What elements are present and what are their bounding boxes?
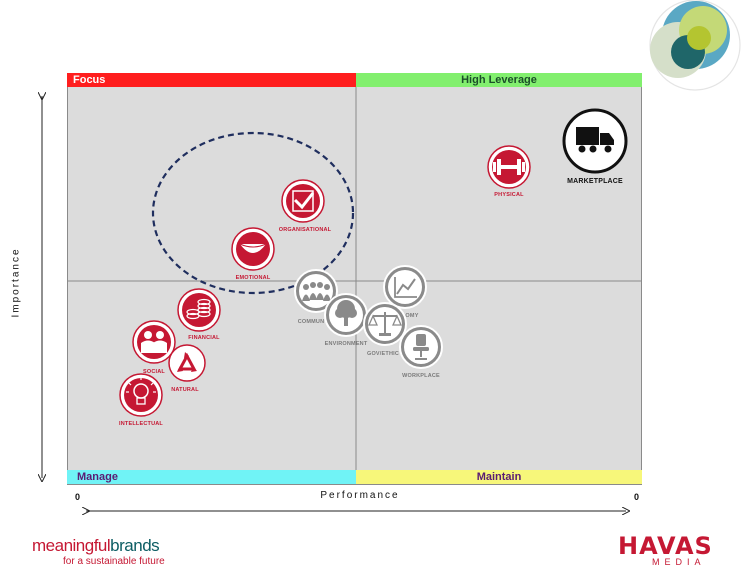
physical-dumbbell-icon xyxy=(487,145,531,189)
organisational-check-icon xyxy=(281,179,325,223)
havas-media-label: MEDIA xyxy=(652,557,706,567)
community-label: COMMUN xyxy=(297,319,325,325)
quadrant-focus-label: Focus xyxy=(67,73,356,87)
workplace-chair-icon xyxy=(399,325,443,369)
intellectual-lightbulb-icon xyxy=(119,373,163,417)
social-people-icon xyxy=(132,320,176,364)
social-label: SOCIAL xyxy=(143,369,165,375)
economy-chart-icon xyxy=(383,265,427,309)
economy-label: OMY xyxy=(405,313,419,319)
environment-tree-icon xyxy=(324,293,368,337)
quadrant-high-leverage-label: High Leverage xyxy=(356,73,642,87)
environment-label: ENVIRONMENT xyxy=(324,341,368,347)
brand-word-2: brands xyxy=(110,536,160,555)
financial-coins-icon xyxy=(177,288,221,332)
emotional-smile-icon xyxy=(231,227,275,271)
natural-recycle-icon xyxy=(168,344,206,382)
havas-logo: HAVAS xyxy=(618,532,713,560)
physical-label: PHYSICAL xyxy=(494,192,524,198)
financial-label: FINANCIAL xyxy=(188,335,220,341)
natural-label: NATURAL xyxy=(171,387,199,393)
brand-tagline: for a sustainable future xyxy=(63,556,165,567)
y-axis-title: Importance xyxy=(10,247,22,318)
quadrant-maintain-label: Maintain xyxy=(356,470,642,484)
quadrant-manage-label: Manage xyxy=(67,470,356,484)
community-group-icon xyxy=(294,269,338,313)
brand-word-1: meaningful xyxy=(32,536,111,555)
workplace-label: WORKPLACE xyxy=(402,373,440,379)
organisational-label: ORGANISATIONAL xyxy=(278,227,332,233)
meaningful-brands-logo: meaningfulbrands xyxy=(32,536,160,556)
marketplace-label: MARKETPLACE xyxy=(567,178,623,185)
marketplace-truck-icon xyxy=(562,108,628,174)
x-axis-max-label: 0 xyxy=(634,492,640,502)
decorative-circles xyxy=(649,0,741,91)
x-axis-title: Performance xyxy=(320,490,400,501)
emotional-label: EMOTIONAL xyxy=(235,275,271,281)
x-axis-min-label: 0 xyxy=(75,492,81,502)
gov-ethics-label: GOV/ETHIC xyxy=(366,351,400,357)
focus-highlight-ellipse xyxy=(151,131,355,295)
gov-ethics-scales-icon xyxy=(363,302,407,346)
intellectual-label: INTELLECTUAL xyxy=(119,421,163,427)
